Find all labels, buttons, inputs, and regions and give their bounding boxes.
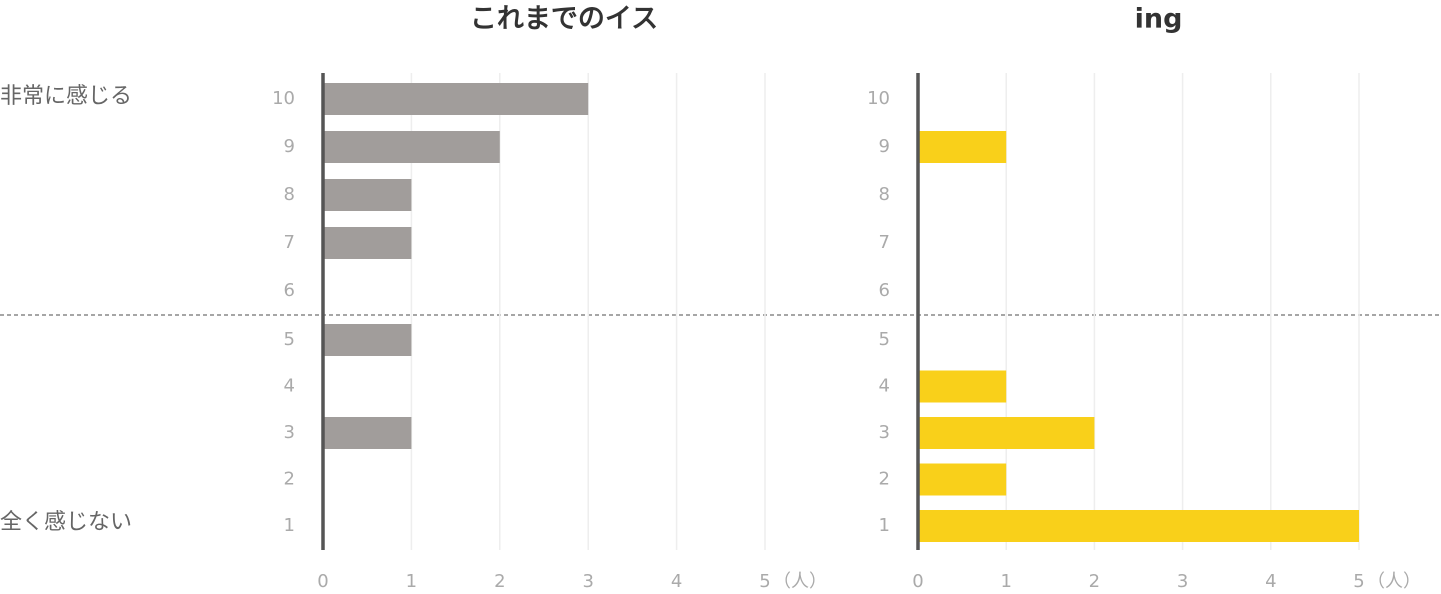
y-tick-label: 7 (879, 232, 890, 253)
x-tick-label: 0 (317, 571, 328, 592)
y-tick-label: 3 (879, 422, 890, 443)
y-tick-label: 1 (879, 515, 890, 536)
x-tick-label: 2 (494, 571, 505, 592)
x-unit-label: （人） (773, 571, 827, 592)
y-tick-label: 9 (879, 136, 890, 157)
x-tick-label: 3 (1177, 571, 1188, 592)
x-tick-label: 3 (582, 571, 593, 592)
y-tick-label: 6 (879, 280, 890, 301)
y-tick-label: 8 (879, 184, 890, 205)
y-tick-label: 2 (284, 469, 295, 490)
chart-title: これまでのイス (470, 4, 658, 35)
bar (323, 131, 500, 163)
bar (323, 179, 412, 211)
y-tick-label: 4 (284, 376, 295, 397)
x-tick-label: 1 (406, 571, 417, 592)
y-tick-label: 5 (284, 329, 295, 350)
x-unit-label: （人） (1367, 571, 1421, 592)
y-tick-label: 7 (284, 232, 295, 253)
bar (323, 324, 412, 356)
bar (918, 463, 1007, 496)
x-tick-label: 5 (759, 571, 770, 592)
y-tick-label: 9 (284, 136, 295, 157)
bar (323, 227, 412, 259)
x-tick-label: 5 (1353, 571, 1364, 592)
x-tick-label: 4 (671, 571, 682, 592)
y-tick-label: 3 (284, 422, 295, 443)
y-tick-label: 6 (284, 280, 295, 301)
y-tick-label: 1 (284, 515, 295, 536)
chart-title: ing (1135, 4, 1183, 35)
y-tick-label: 10 (867, 88, 890, 109)
bar (918, 417, 1095, 449)
bar (323, 83, 589, 115)
x-tick-label: 0 (912, 571, 923, 592)
y-tick-label: 5 (879, 329, 890, 350)
scale-low-label: 全く感じない (0, 510, 132, 535)
bar (918, 370, 1007, 403)
x-tick-label: 2 (1089, 571, 1100, 592)
bar (918, 131, 1007, 163)
x-tick-label: 1 (1000, 571, 1011, 592)
y-tick-label: 4 (879, 376, 890, 397)
y-tick-label: 2 (879, 469, 890, 490)
bar (323, 417, 412, 449)
y-tick-label: 10 (272, 88, 295, 109)
scale-high-label: 非常に感じる (0, 84, 132, 109)
y-tick-label: 8 (284, 184, 295, 205)
x-tick-label: 4 (1265, 571, 1276, 592)
bar (918, 510, 1359, 542)
